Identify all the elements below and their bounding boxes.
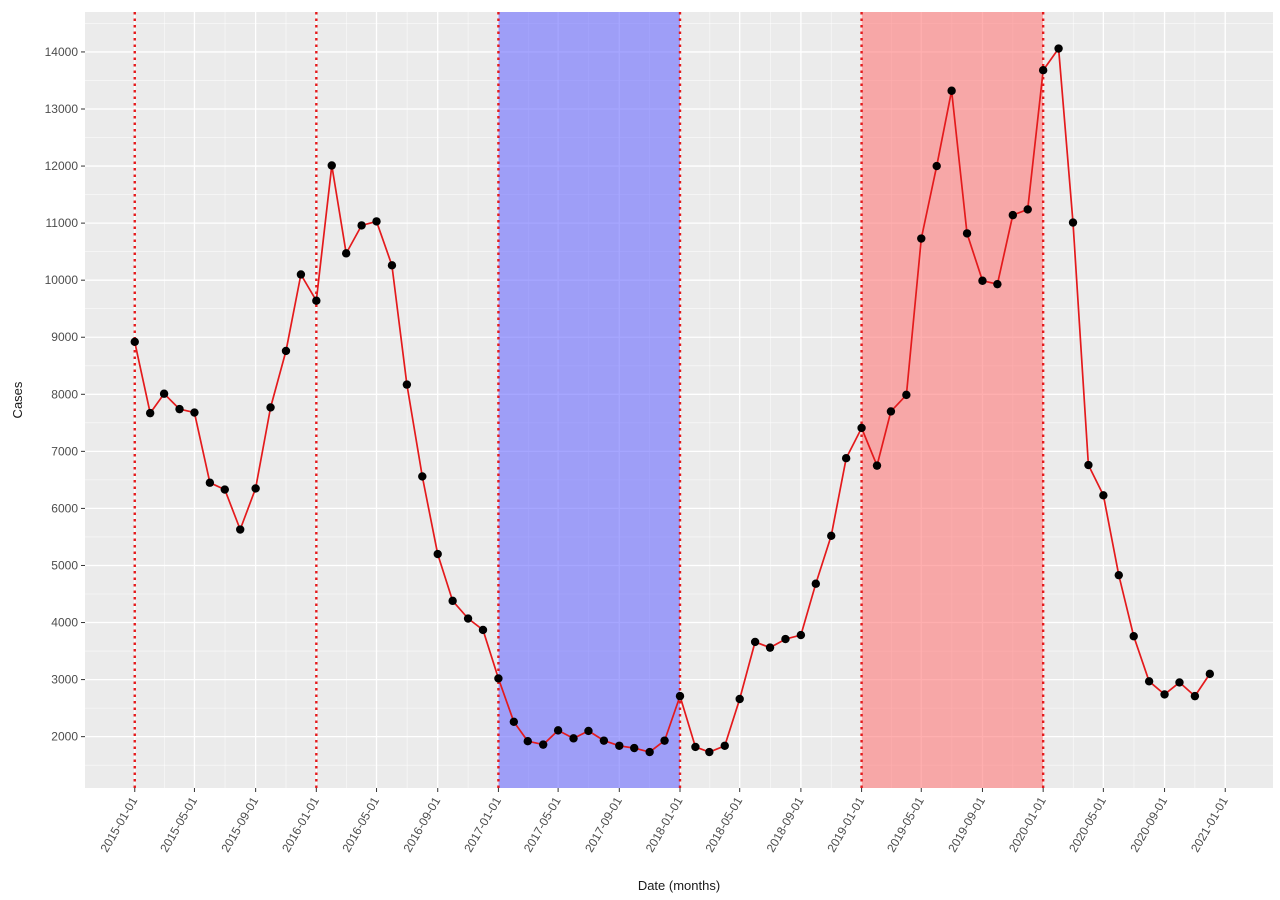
highlight-band — [498, 12, 680, 788]
data-point — [645, 747, 654, 757]
highlight-band — [861, 12, 1044, 788]
data-point — [615, 741, 624, 750]
data-line — [133, 47, 1211, 753]
data-point — [494, 674, 503, 683]
data-point — [599, 736, 609, 745]
data-point — [236, 525, 245, 534]
data-point — [947, 86, 956, 95]
data-point — [251, 484, 260, 493]
data-point — [159, 389, 169, 398]
data-point — [569, 734, 578, 743]
data-point — [1008, 210, 1018, 220]
data-point — [1114, 570, 1123, 580]
data-point — [1160, 690, 1169, 699]
data-point — [130, 337, 139, 346]
data-point — [993, 279, 1002, 289]
data-point — [1144, 677, 1154, 686]
data-point — [387, 261, 397, 270]
data-point — [281, 346, 291, 356]
data-point — [205, 478, 215, 487]
data-point — [357, 221, 366, 230]
y-tick-label: 6000 — [51, 501, 78, 515]
data-point — [463, 614, 473, 623]
data-point — [220, 485, 229, 494]
data-point — [312, 296, 321, 305]
data-point — [372, 217, 381, 226]
data-point — [735, 694, 744, 704]
y-axis: 2000 3000 4000 5000 6000 7000 8000 9000 10000 110… — [45, 45, 85, 744]
y-tick-label: 8000 — [51, 387, 78, 401]
y-tick-label: 12000 — [45, 159, 79, 173]
data-point — [433, 549, 442, 559]
data-point — [175, 404, 184, 414]
data-point — [341, 249, 351, 258]
data-point — [1190, 691, 1200, 701]
data-point — [917, 234, 926, 243]
data-point — [675, 691, 685, 701]
data-point — [478, 625, 488, 635]
data-point — [630, 743, 639, 753]
data-point — [705, 747, 714, 757]
data-point — [1038, 66, 1048, 75]
data-points — [130, 44, 1215, 757]
data-point — [296, 270, 306, 279]
y-axis-title: Cases — [10, 381, 25, 418]
data-point — [796, 630, 806, 640]
data-point — [765, 643, 775, 652]
data-point — [1023, 205, 1032, 214]
data-point — [781, 634, 790, 644]
data-point — [448, 596, 457, 606]
data-point — [523, 737, 532, 746]
series-line — [133, 47, 1211, 753]
y-tick-label: 7000 — [51, 444, 78, 458]
data-point — [509, 717, 519, 727]
data-point — [418, 472, 427, 481]
data-point — [962, 229, 972, 238]
data-point — [902, 390, 911, 400]
data-point — [553, 726, 563, 735]
data-point — [827, 531, 836, 540]
data-point — [145, 408, 155, 418]
data-point — [932, 161, 941, 171]
data-point — [538, 740, 548, 749]
y-tick-label: 4000 — [51, 616, 78, 630]
data-point — [1129, 632, 1138, 641]
data-point — [190, 408, 199, 417]
data-point — [1084, 460, 1093, 470]
data-point — [750, 637, 760, 647]
x-axis-title: Date (months) — [638, 878, 720, 893]
data-point — [720, 741, 729, 750]
data-point — [872, 461, 882, 470]
data-point — [1205, 669, 1215, 679]
y-tick-label: 10000 — [45, 273, 79, 287]
data-point — [857, 423, 866, 433]
data-point — [886, 407, 896, 416]
data-point — [402, 380, 412, 389]
data-point — [660, 736, 669, 745]
data-point — [1175, 678, 1184, 687]
y-tick-label: 9000 — [51, 330, 78, 344]
data-point — [584, 726, 593, 736]
data-point — [266, 403, 275, 412]
data-point — [691, 742, 700, 752]
y-tick-label: 2000 — [51, 730, 78, 744]
y-tick-label: 5000 — [51, 558, 78, 572]
highlight-bands — [498, 12, 1044, 788]
y-tick-label: 13000 — [45, 102, 79, 116]
y-tick-label: 11000 — [46, 216, 79, 230]
data-point — [811, 579, 821, 588]
data-point — [1054, 44, 1063, 53]
data-point — [1068, 218, 1078, 227]
data-point — [327, 161, 336, 170]
y-tick-label: 3000 — [51, 673, 78, 687]
data-point — [1099, 491, 1108, 500]
data-point — [841, 454, 851, 463]
y-tick-label: 14000 — [45, 45, 79, 59]
data-point — [978, 276, 987, 285]
